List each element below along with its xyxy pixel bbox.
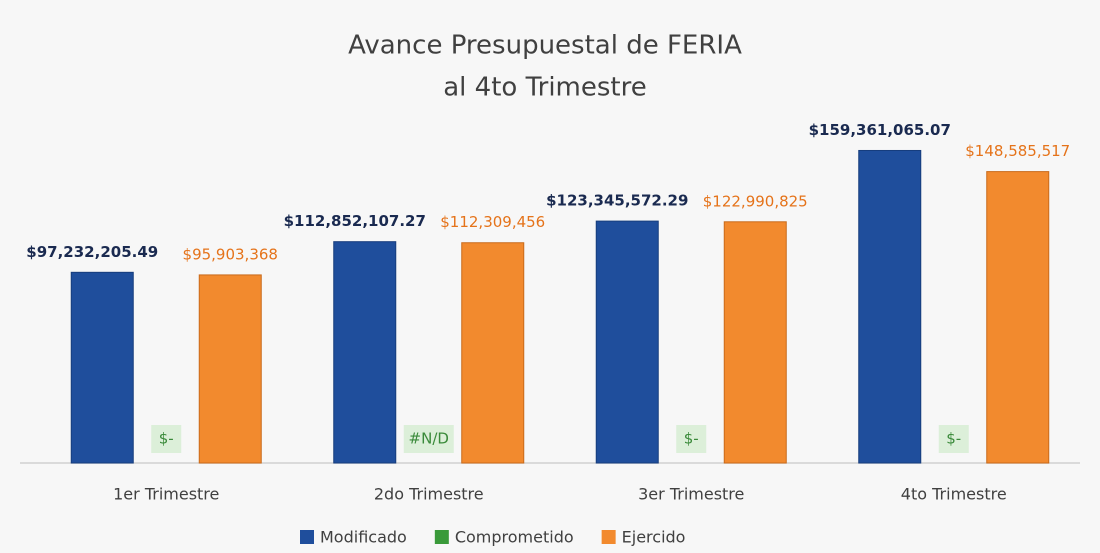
legend-label: Comprometido: [455, 528, 574, 547]
bar: [461, 242, 525, 464]
legend-swatch: [300, 530, 314, 544]
data-label: $95,903,368: [183, 245, 278, 263]
bar: [723, 221, 787, 464]
legend-swatch: [434, 530, 449, 544]
data-label: $123,345,572.29: [546, 192, 688, 210]
x-tick-label: 4to Trimestre: [901, 485, 1007, 504]
legend-label: Ejercido: [622, 528, 686, 547]
data-label: $97,232,205.49: [26, 243, 158, 261]
legend-label: Modificado: [320, 528, 407, 547]
data-label: $122,990,825: [703, 192, 808, 210]
x-tick-label: 2do Trimestre: [374, 485, 484, 504]
bar: [198, 274, 262, 464]
bar: [333, 241, 397, 464]
bar: [70, 271, 134, 464]
chart-title: al 4to Trimestre: [443, 73, 646, 103]
data-label: $-: [946, 430, 961, 448]
legend-swatch: [601, 530, 616, 544]
bar: [858, 149, 922, 464]
bar: [595, 220, 659, 464]
data-label: $159,361,065.07: [809, 121, 951, 139]
data-label: $148,585,517: [965, 142, 1070, 160]
data-label: #N/D: [409, 430, 449, 448]
data-label: $-: [159, 430, 174, 448]
chart-title: Avance Presupuestal de FERIA: [348, 31, 742, 61]
label-box: [676, 425, 707, 453]
bar: [986, 171, 1050, 464]
data-label: $112,852,107.27: [284, 212, 426, 230]
x-tick-label: 1er Trimestre: [113, 485, 219, 504]
label-box: [938, 425, 969, 453]
label-box: [403, 425, 454, 453]
x-tick-label: 3er Trimestre: [638, 485, 744, 504]
label-box: [151, 425, 182, 453]
data-label: $-: [684, 430, 699, 448]
data-label: $112,309,456: [440, 213, 545, 231]
